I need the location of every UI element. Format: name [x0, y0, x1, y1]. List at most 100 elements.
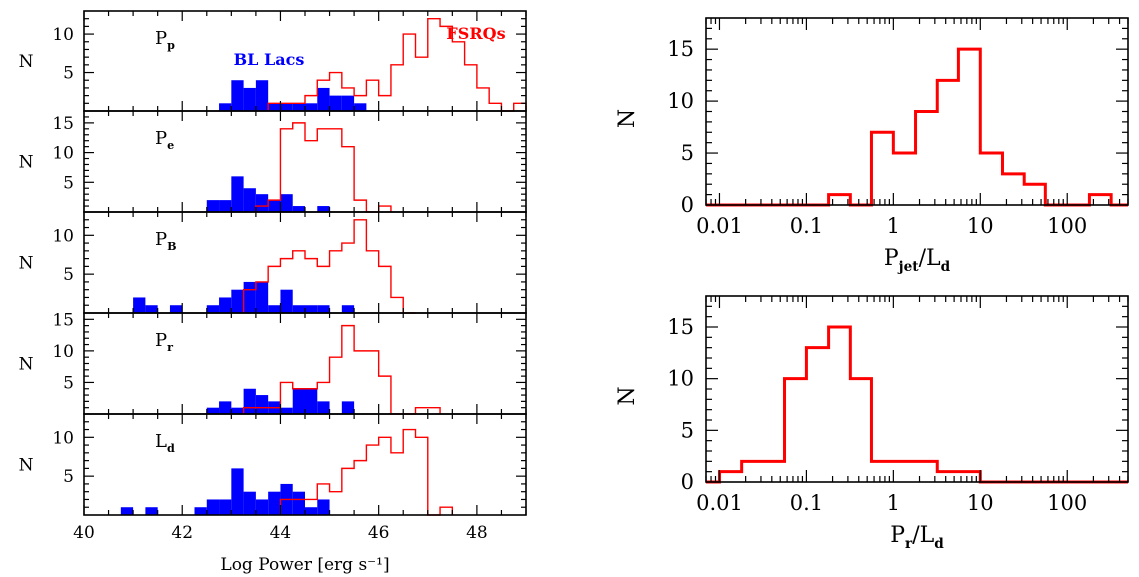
panel-frame	[83, 211, 527, 314]
x-tick-label: 10	[967, 214, 994, 238]
series-fsrqs-outline	[255, 122, 392, 213]
bar-bl-lacs	[305, 305, 318, 313]
label-part: jet	[897, 259, 920, 275]
bar-bl-lacs	[292, 305, 305, 313]
label-part: e	[167, 139, 174, 152]
panel-label-Ld: Ld	[155, 431, 175, 455]
y-tick-label: 15	[52, 114, 74, 134]
bar-bl-lacs	[194, 507, 207, 515]
x-tick-label: 10	[967, 491, 994, 515]
bar-bl-lacs	[354, 103, 367, 111]
x-axis-label: Pr/Ld	[890, 523, 944, 552]
y-tick-label: 5	[63, 373, 74, 393]
y-axis-label: N	[19, 52, 34, 72]
label-part: P	[155, 229, 167, 250]
x-tick-label: 0.01	[696, 214, 743, 238]
bar-bl-lacs	[329, 95, 342, 111]
bar-bl-lacs	[255, 80, 269, 111]
series-histogram	[706, 47, 1128, 207]
x-tick-label: 40	[73, 523, 95, 543]
panel-label-Pp: Pp	[155, 28, 175, 52]
panel-Pjet_Ld	[705, 17, 1129, 207]
label-part: P	[890, 523, 905, 548]
label-part: B	[167, 240, 176, 253]
bar-bl-lacs	[243, 491, 256, 515]
x-tick-label: 100	[1047, 491, 1087, 515]
label-part: P	[884, 246, 899, 271]
panel-label-Pr: Pr	[155, 330, 173, 354]
bar-bl-lacs	[317, 499, 330, 515]
bar-bl-lacs	[317, 305, 330, 313]
series-fsrqs-outline	[242, 324, 441, 415]
bar-bl-lacs	[255, 194, 269, 212]
bar-bl-lacs	[305, 103, 318, 111]
bar-bl-lacs	[268, 305, 281, 313]
panel-label-Pe: Pe	[155, 128, 174, 152]
bar-bl-lacs	[317, 206, 330, 212]
series-fsrqs-outline	[279, 428, 454, 516]
bar-bl-lacs	[341, 305, 355, 313]
label-part: L	[155, 431, 167, 452]
bar-bl-lacs	[341, 401, 355, 414]
bar-bl-lacs	[292, 388, 305, 414]
panel-Ld	[83, 413, 527, 516]
bar-bl-lacs	[255, 499, 269, 515]
y-tick-label: 10	[52, 342, 74, 362]
series-fsrqs-outline	[242, 219, 416, 314]
y-axis-label: N	[19, 355, 34, 375]
y-tick-label: 10	[667, 89, 694, 113]
label-part: /L	[919, 246, 941, 271]
bar-bl-lacs	[145, 305, 158, 313]
x-tick-label: 1	[887, 491, 900, 515]
bar-bl-lacs	[206, 407, 220, 414]
x-tick-label: 48	[466, 523, 488, 543]
y-tick-label: 10	[52, 428, 74, 448]
bar-bl-lacs	[145, 507, 158, 515]
x-tick-label: 42	[171, 523, 193, 543]
y-tick-label: 5	[681, 418, 694, 442]
series-histogram	[706, 325, 1128, 484]
bar-bl-lacs	[268, 200, 281, 212]
x-tick-label: 46	[368, 523, 390, 543]
bar-bl-lacs	[206, 200, 220, 212]
bar-bl-lacs	[231, 289, 244, 313]
y-axis-label: N	[19, 456, 34, 476]
bar-bl-lacs	[243, 87, 256, 111]
label-part: /L	[912, 523, 934, 548]
bar-bl-lacs	[317, 401, 330, 414]
y-tick-label: 5	[63, 467, 74, 487]
x-tick-label: 100	[1047, 214, 1087, 238]
panel-Pp	[83, 10, 527, 112]
y-tick-label: 5	[681, 141, 694, 165]
x-tick-label: 1	[887, 214, 900, 238]
label-part: p	[167, 39, 175, 52]
label-part: P	[155, 28, 167, 49]
y-tick-label: 0	[681, 470, 694, 494]
bar-bl-lacs	[133, 297, 146, 313]
bar-bl-lacs	[243, 388, 256, 414]
label-part: P	[155, 330, 167, 351]
x-tick-label: 0.1	[790, 214, 823, 238]
bar-bl-lacs	[268, 491, 281, 515]
bar-bl-lacs	[219, 103, 232, 111]
bar-bl-lacs	[231, 176, 244, 212]
bar-bl-lacs	[341, 95, 355, 111]
y-tick-label: 5	[63, 173, 74, 193]
bar-bl-lacs	[243, 188, 256, 212]
bar-bl-lacs	[268, 103, 281, 111]
x-axis-label: Log Power [erg s⁻¹]	[220, 555, 389, 575]
y-tick-label: 15	[667, 37, 694, 61]
bar-bl-lacs	[120, 507, 134, 515]
bar-bl-lacs	[206, 499, 220, 515]
x-tick-label: 0.01	[696, 491, 743, 515]
x-axis-label: Pjet/Ld	[884, 246, 951, 275]
x-tick-label: 0.1	[790, 491, 823, 515]
label-part: r	[905, 536, 913, 552]
bar-bl-lacs	[292, 103, 305, 111]
legend-bl-lacs: BL Lacs	[234, 50, 305, 69]
panel-Pe	[83, 110, 527, 213]
bar-bl-lacs	[305, 507, 318, 515]
label-part: d	[167, 442, 175, 455]
y-tick-label: 5	[63, 64, 74, 84]
